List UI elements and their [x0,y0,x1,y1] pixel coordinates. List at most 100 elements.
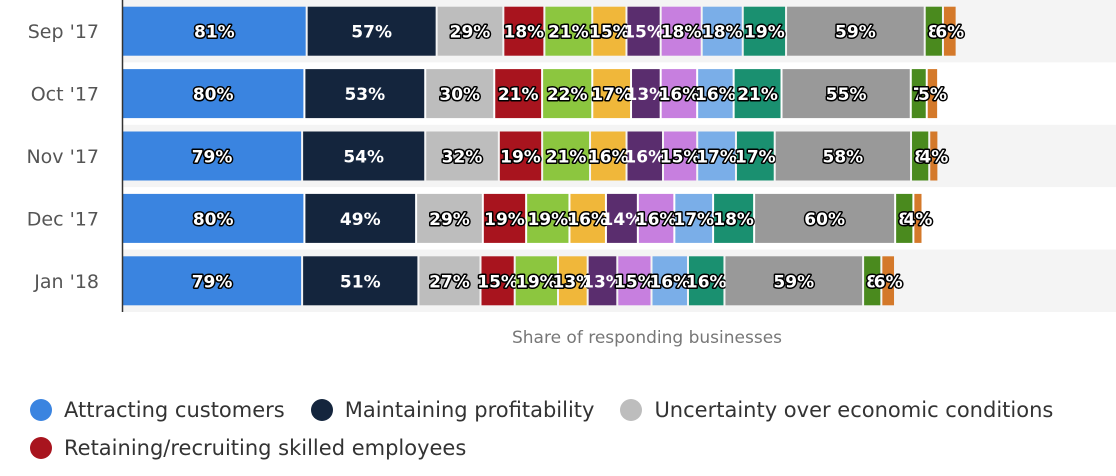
bar-segment[interactable] [627,6,660,56]
data-label: 79% [192,272,233,292]
bar-segment[interactable] [912,131,929,181]
bar-segment[interactable] [675,193,713,243]
category-label: Jan '18 [33,271,99,293]
bar-segment[interactable] [787,6,924,56]
bar-segment[interactable] [736,131,774,181]
bar-segment[interactable] [627,131,662,181]
bar-segment[interactable] [417,193,482,243]
legend-item-maintaining-profitability[interactable]: Maintaining profitability [310,398,595,422]
data-label: 22% [547,85,588,105]
bar-segment[interactable] [618,256,651,306]
bar-segment[interactable] [864,256,881,306]
x-axis-title: Share of responding businesses [512,328,782,348]
bar-segment[interactable] [755,193,895,243]
bar-segment[interactable] [527,193,569,243]
data-label: 8 [898,210,910,230]
bar-segment[interactable] [588,256,617,306]
bar-segment[interactable] [303,256,418,306]
bar-segment[interactable] [419,256,480,306]
bar-segment[interactable] [305,69,425,119]
bar-segment[interactable] [123,256,302,306]
legend-swatch [30,437,52,459]
bar-segment[interactable] [606,193,637,243]
bar-segment[interactable] [632,69,660,119]
legend-item-economic-uncertainty[interactable]: Uncertainty over economic conditions [620,398,1053,422]
bar-segment[interactable] [515,256,558,306]
bar-segment[interactable] [638,193,674,243]
data-label: 16% [588,148,629,168]
data-label: 57% [351,23,392,43]
bar-segment[interactable] [123,193,304,243]
category-label: Dec '17 [27,208,99,230]
bar-segment[interactable] [426,69,494,119]
bar-segment[interactable] [495,69,542,119]
category-label: Oct '17 [31,84,99,106]
data-label: 21% [498,85,539,105]
bar-segment[interactable] [481,256,514,306]
legend-item-retaining-employees[interactable]: Retaining/recruiting skilled employees [30,436,466,460]
bar-segment[interactable] [734,69,781,119]
data-label: 18% [702,23,743,43]
chart-legend: Attracting customers Maintaining profita… [30,398,1110,460]
bar-segment[interactable] [725,256,863,306]
bar-segment[interactable] [483,193,526,243]
bar-segment[interactable] [882,256,895,306]
bar-segment[interactable] [123,131,302,181]
data-label: 79% [192,148,233,168]
bar-segment[interactable] [307,6,436,56]
bar-segment[interactable] [661,6,701,56]
data-label: 6% [935,23,964,43]
bar-segment[interactable] [499,131,542,181]
data-label: 29% [429,210,470,230]
legend-swatch [620,399,643,421]
bar-segment[interactable] [664,131,697,181]
bar-segment[interactable] [698,69,733,119]
bar-segment[interactable] [930,131,938,181]
bar-segment[interactable] [570,193,605,243]
legend-item-attracting-customers[interactable]: Attracting customers [30,398,285,422]
data-label: 59% [773,272,814,292]
bar-segment[interactable] [925,6,942,56]
bar-segment[interactable] [543,131,590,181]
bar-segment[interactable] [661,69,697,119]
bar-segment[interactable] [782,69,910,119]
bar-segment[interactable] [123,69,304,119]
legend-label: Maintaining profitability [344,398,595,422]
bar-segment[interactable] [896,193,913,243]
bar-segment[interactable] [698,131,735,181]
data-label: 15% [614,272,655,292]
data-label: 15% [477,272,518,292]
bar-segment[interactable] [591,131,626,181]
data-label: 17% [735,148,776,168]
data-label: 17% [696,148,737,168]
bar-segment[interactable] [914,193,922,243]
bar-segment[interactable] [545,6,592,56]
bar-segment[interactable] [688,256,724,306]
bar-segment[interactable] [593,69,631,119]
bar-segment[interactable] [593,6,626,56]
bar-segment[interactable] [543,69,592,119]
data-label: 21% [548,23,589,43]
bar-segment[interactable] [714,193,754,243]
data-label: 7 [913,85,925,105]
category-label: Sep '17 [28,21,99,43]
category-label: Nov '17 [26,146,99,168]
bar-segment[interactable] [437,6,503,56]
bar-segment[interactable] [702,6,742,56]
bar-segment[interactable] [504,6,544,56]
bar-segment[interactable] [927,69,938,119]
bar-segment[interactable] [943,6,956,56]
bar-segment[interactable] [911,69,926,119]
bar-segment[interactable] [305,193,416,243]
bar-segment[interactable] [652,256,687,306]
data-label: 18% [504,23,545,43]
bar-segment[interactable] [123,6,306,56]
bar-segment[interactable] [559,256,587,306]
bar-segment[interactable] [775,131,911,181]
data-label: 27% [429,272,470,292]
data-label: 54% [343,148,384,168]
bar-segment[interactable] [303,131,425,181]
bar-segment[interactable] [426,131,498,181]
bar-segment[interactable] [743,6,786,56]
data-label: 49% [340,210,381,230]
